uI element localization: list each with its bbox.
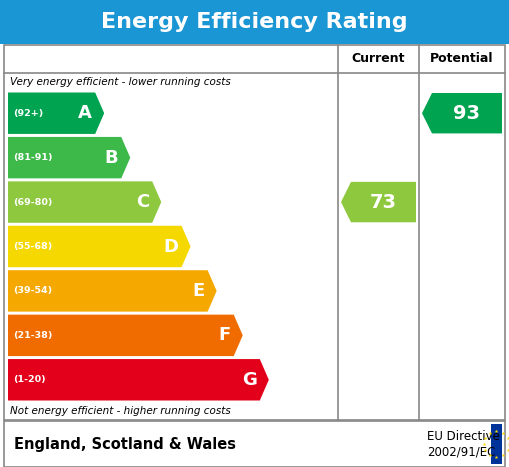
Polygon shape [8,315,243,356]
Polygon shape [341,182,416,222]
Text: Very energy efficient - lower running costs: Very energy efficient - lower running co… [10,77,231,87]
Text: 2002/91/EC: 2002/91/EC [427,446,495,458]
Text: (1-20): (1-20) [13,375,46,384]
Text: England, Scotland & Wales: England, Scotland & Wales [14,437,236,452]
Polygon shape [8,181,161,223]
Bar [4,421,505,467]
Text: (21-38): (21-38) [13,331,52,340]
Text: 93: 93 [454,104,480,123]
Polygon shape [422,93,502,134]
Text: Potential: Potential [430,52,494,65]
Polygon shape [8,226,190,267]
Bar [491,424,502,464]
Text: C: C [136,193,149,211]
Text: 73: 73 [370,192,397,212]
Text: (69-80): (69-80) [13,198,52,206]
Bar [4,45,505,420]
Text: D: D [163,238,179,255]
Text: A: A [78,104,92,122]
Bar [0,0,509,44]
Text: (39-54): (39-54) [13,286,52,296]
Polygon shape [8,137,130,178]
Polygon shape [8,270,217,311]
Polygon shape [8,359,269,401]
Text: Not energy efficient - higher running costs: Not energy efficient - higher running co… [10,406,231,416]
Text: EU Directive: EU Directive [427,430,500,443]
Text: E: E [192,282,205,300]
Text: Current: Current [352,52,405,65]
Polygon shape [8,92,104,134]
Text: B: B [105,149,118,167]
Text: Energy Efficiency Rating: Energy Efficiency Rating [101,12,408,32]
Text: G: G [242,371,257,389]
Text: (55-68): (55-68) [13,242,52,251]
Text: F: F [218,326,231,344]
Text: (92+): (92+) [13,109,43,118]
Text: (81-91): (81-91) [13,153,52,162]
